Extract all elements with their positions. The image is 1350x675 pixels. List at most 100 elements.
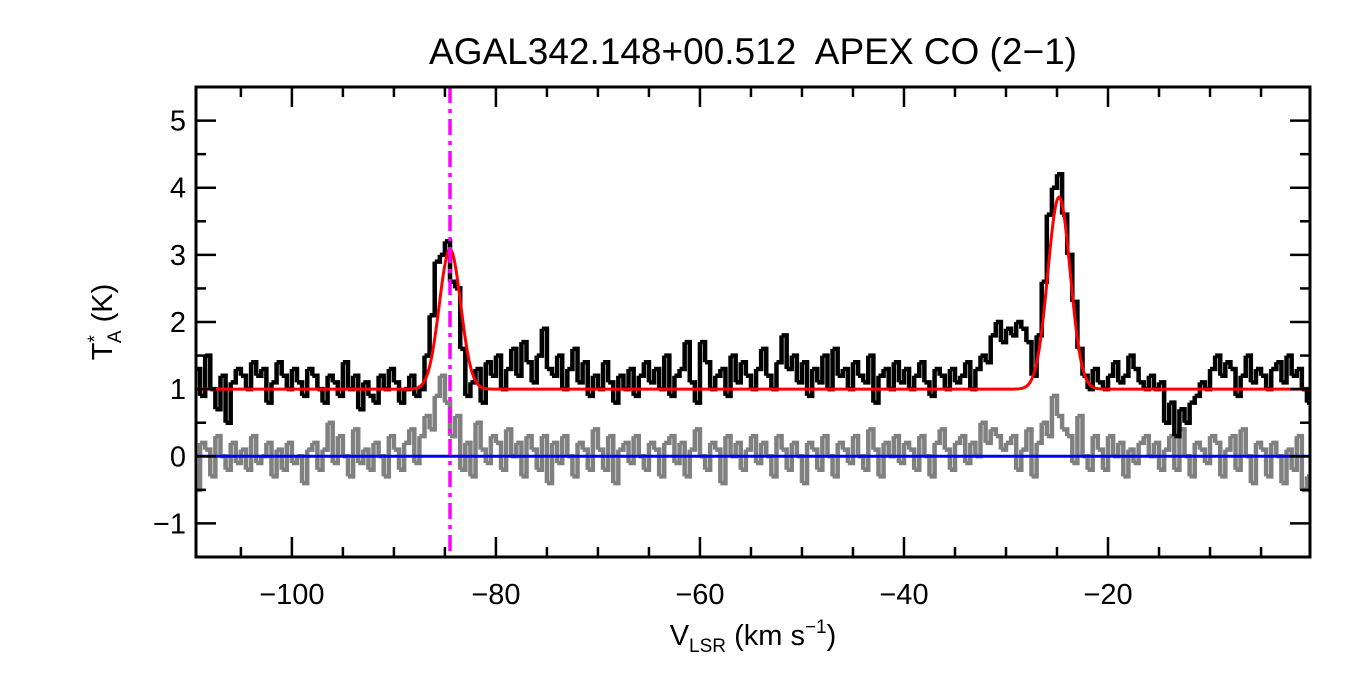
spectrum-channel: [235, 366, 244, 376]
spectrum-channel: [720, 366, 728, 396]
spectrum-channel: [1301, 386, 1310, 403]
secondary-spectrum-channel: [271, 449, 279, 479]
spectrum-channel: [1179, 407, 1187, 423]
secondary-spectrum-channel: [679, 440, 687, 477]
spectrum-channel: [1021, 326, 1029, 343]
spectrum-channel: [817, 355, 825, 385]
secondary-spectrum-channel: [572, 442, 580, 479]
spectrum-channel: [878, 369, 886, 378]
secondary-spectrum-channel: [1143, 433, 1152, 457]
spectrum-channel: [832, 346, 840, 376]
spectrum-channel: [460, 346, 468, 396]
secondary-spectrum-channel: [363, 447, 371, 470]
y-tick-label: 5: [170, 106, 186, 138]
secondary-spectrum-channel: [235, 449, 244, 466]
secondary-spectrum-channel: [1266, 442, 1274, 479]
secondary-spectrum-channel: [919, 433, 927, 457]
y-tick-label: 1: [170, 374, 186, 406]
secondary-spectrum-channel: [582, 447, 590, 470]
secondary-spectrum-channel: [327, 420, 335, 463]
secondary-spectrum-channel: [1021, 429, 1029, 452]
secondary-spectrum-channel: [1108, 433, 1116, 457]
series-layer: [196, 87, 1310, 557]
spectrum-channel: [735, 362, 744, 385]
spectrum-channel: [1041, 214, 1050, 284]
secondary-spectrum-channel: [312, 440, 320, 470]
spectrum-channel: [1184, 402, 1192, 425]
y-tick-label: 3: [170, 240, 186, 272]
y-axis-title-main: T: [87, 342, 119, 360]
spectrum-channel: [929, 369, 937, 399]
secondary-spectrum-channel: [674, 442, 682, 466]
spectrum-channel: [465, 382, 473, 399]
secondary-spectrum-channel: [852, 433, 861, 457]
secondary-spectrum-channel: [883, 440, 891, 457]
secondary-spectrum-channel: [1184, 454, 1192, 477]
spectrum-channel: [215, 375, 223, 412]
secondary-spectrum-channel: [455, 413, 463, 470]
secondary-spectrum-channel: [944, 447, 953, 470]
secondary-spectrum-channel: [1204, 436, 1213, 466]
secondary-spectrum-channel: [480, 447, 488, 463]
spectrum-channel: [205, 353, 213, 390]
spectrum-channel: [694, 342, 703, 405]
spectrum-channel: [353, 373, 361, 410]
x-tick-label: −20: [1083, 579, 1132, 611]
spectrum-channel: [419, 355, 427, 392]
secondary-spectrum-channel: [628, 436, 636, 466]
spectrum-channel: [1245, 353, 1254, 383]
spectrum-channel: [511, 346, 519, 376]
spectrum-channel: [495, 353, 504, 390]
spectrum-channel: [1194, 382, 1203, 399]
spectrum-series: [196, 172, 1310, 439]
secondary-spectrum-channel: [842, 447, 851, 463]
secondary-spectrum-channel: [393, 447, 402, 470]
spectrum-channel: [587, 375, 596, 399]
secondary-spectrum-channel: [404, 429, 412, 446]
spectrum-channel: [995, 319, 1004, 343]
spectrum-channel: [863, 355, 871, 385]
secondary-spectrum-channel: [281, 442, 290, 472]
secondary-spectrum-channel: [597, 447, 606, 470]
secondary-spectrum-channel: [1189, 442, 1197, 479]
secondary-spectrum-channel: [868, 427, 876, 450]
gaussian-fit-line: [196, 195, 1310, 391]
secondary-spectrum-channel: [1286, 447, 1294, 470]
secondary-spectrum-channel: [1174, 429, 1182, 472]
secondary-spectrum-channel: [638, 454, 647, 470]
spectrum-channel: [521, 339, 529, 363]
secondary-spectrum-channel: [490, 433, 499, 443]
y-axis-title-sup: *: [85, 335, 106, 343]
secondary-spectrum-channel: [1072, 416, 1080, 466]
spectrum-channel: [1296, 366, 1305, 390]
secondary-spectrum-channel: [424, 413, 432, 430]
secondary-spectrum-channel: [302, 449, 310, 486]
spectrum-channel: [1113, 360, 1121, 383]
spectrum-channel: [1261, 373, 1269, 390]
spectrum-channel: [404, 375, 412, 392]
secondary-spectrum-channel: [1245, 454, 1254, 484]
spectrum-channel: [1286, 353, 1294, 376]
spectrum-channel: [990, 322, 999, 338]
secondary-spectrum-channel: [337, 433, 346, 457]
spectrum-channel: [322, 375, 330, 405]
y-tick-labels: −1 0 1 2 3 4 5: [153, 106, 186, 541]
spectrum-channel: [261, 366, 269, 403]
secondary-spectrum-channel: [608, 433, 616, 484]
spectrum-channel: [1133, 366, 1141, 383]
secondary-spectrum-channel: [200, 440, 208, 450]
secondary-spectrum-channel: [791, 440, 800, 457]
secondary-spectrum-channel: [1194, 440, 1203, 450]
x-axis-title-sub: LSR: [689, 636, 726, 657]
secondary-spectrum-channel: [898, 442, 907, 466]
secondary-spectrum-channel: [980, 420, 988, 443]
secondary-spectrum-channel: [1051, 393, 1060, 416]
spectrum-channel: [567, 348, 575, 372]
spectrum-channel: [801, 360, 810, 396]
spectrum-channel: [429, 261, 437, 318]
secondary-spectrum-series: [196, 373, 1310, 493]
secondary-spectrum-channel: [256, 456, 264, 466]
secondary-spectrum-channel: [847, 436, 856, 466]
secondary-spectrum-channel: [1097, 447, 1106, 470]
spectrum-channel: [1169, 400, 1177, 437]
